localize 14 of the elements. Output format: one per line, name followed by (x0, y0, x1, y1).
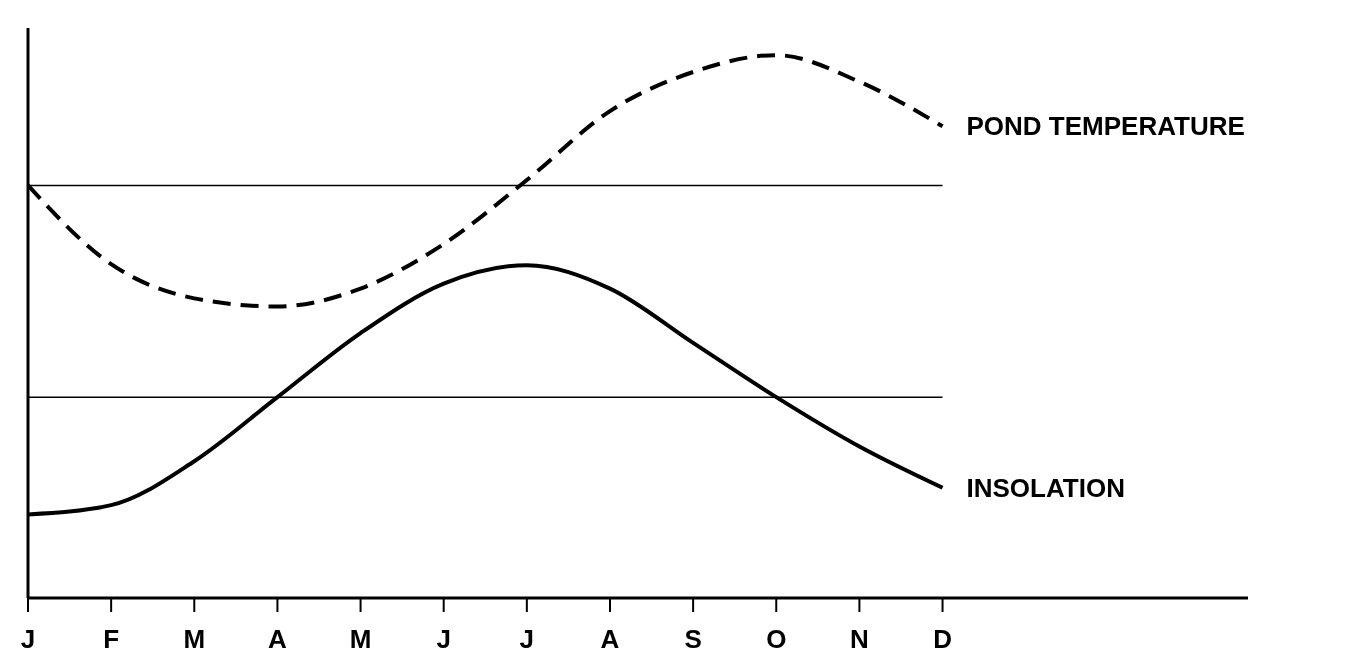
x-tick-label: J (436, 624, 451, 654)
x-tick-label: M (183, 624, 206, 654)
x-tick-label: F (103, 624, 120, 654)
x-tick-label: O (766, 624, 787, 654)
x-tick-label: D (933, 624, 952, 654)
series-label: INSOLATION (966, 472, 1125, 503)
x-tick-label: A (268, 624, 288, 654)
x-tick-label: J (519, 624, 535, 654)
x-tick-label: A (600, 624, 620, 654)
x-tick-label: J (20, 624, 36, 654)
x-tick-label: M (349, 624, 372, 654)
series-label: POND TEMPERATURE (966, 111, 1245, 142)
x-tick-label: N (850, 624, 869, 654)
x-tick-label: S (684, 624, 702, 654)
